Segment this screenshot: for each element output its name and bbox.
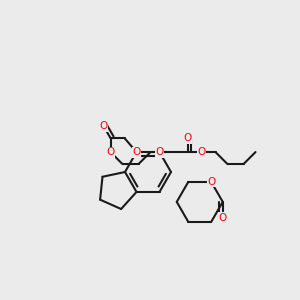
Text: O: O (155, 147, 164, 157)
Text: O: O (219, 213, 227, 223)
Text: O: O (207, 177, 215, 187)
Text: O: O (132, 147, 141, 157)
Text: O: O (99, 121, 108, 131)
Text: O: O (106, 147, 115, 157)
Text: O: O (183, 133, 192, 143)
Text: O: O (197, 147, 206, 157)
